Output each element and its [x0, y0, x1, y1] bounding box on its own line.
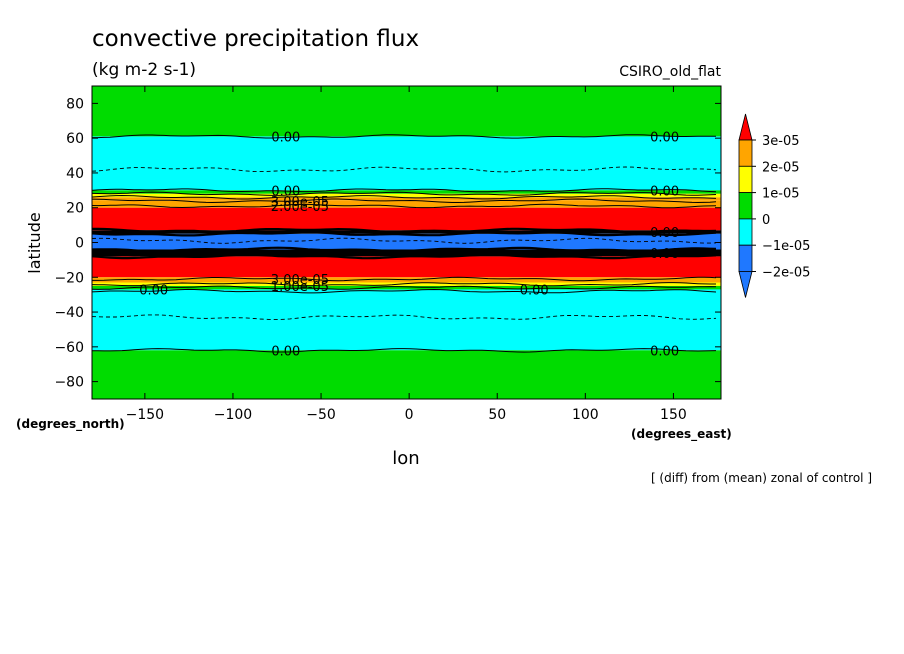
contour-solid — [92, 191, 717, 196]
footnote: [ (diff) from (mean) zonal of control ] — [651, 471, 872, 485]
x-units-label: (degrees_east) — [631, 427, 732, 442]
latitude-band — [92, 200, 721, 208]
colorbar-arrow-top — [738, 113, 753, 141]
latitude-band — [92, 136, 721, 191]
contour-solid — [92, 276, 717, 282]
contour-label: 0.00 — [650, 247, 679, 262]
colorbar-tick-label: −1e-05 — [762, 239, 810, 254]
x-tick-label: 0 — [405, 407, 414, 423]
colorbar: 3e-05 2e-05 1e-05 0 −1e-05 −2e-05 — [738, 113, 810, 298]
colorbar-tick-label: 2e-05 — [762, 160, 800, 175]
latitude-band — [92, 86, 721, 137]
contour-label: 0.00 — [271, 344, 300, 359]
latitude-band — [92, 233, 721, 250]
x-tick-label: −150 — [126, 407, 164, 423]
x-tick-label: 150 — [660, 407, 687, 423]
y-units-label: (degrees_north) — [16, 417, 125, 432]
colorbar-arrow-bottom — [738, 271, 753, 298]
colorbar-tick-label: 3e-05 — [762, 134, 800, 149]
y-axis-label: latitude — [25, 212, 44, 273]
x-tick-label: 100 — [572, 407, 599, 423]
y-tick-label: 40 — [66, 166, 84, 182]
colorbar-box — [738, 218, 753, 246]
y-axis-ticks: −80 −60 −40 −20 0 20 40 60 80 — [54, 96, 721, 391]
x-tick-label: −100 — [214, 407, 252, 423]
latitude-bands — [92, 86, 721, 399]
model-label: CSIRO_old_flat — [619, 64, 721, 80]
contour-label: 3.00e-05 — [271, 273, 329, 288]
contour-solid — [92, 198, 717, 204]
contour-solid — [92, 203, 717, 209]
colorbar-box — [738, 139, 753, 167]
latitude-band — [92, 350, 721, 399]
contour-solid — [92, 227, 717, 233]
colorbar-box — [738, 192, 753, 220]
contour-solid — [92, 253, 717, 260]
latitude-band — [92, 207, 721, 231]
contour-dashed — [92, 166, 717, 173]
chart-title: convective precipitation flux — [92, 26, 419, 52]
y-tick-label: −60 — [54, 340, 84, 356]
contour-solid — [92, 285, 717, 290]
contour-label: 0.00 — [650, 130, 679, 145]
latitude-band — [92, 256, 721, 278]
y-tick-label: 80 — [66, 96, 84, 112]
contour-label: 3.00e-05 — [271, 195, 329, 210]
contour-solid — [92, 348, 717, 353]
contour-label: 0.00 — [650, 226, 679, 241]
colorbar-box — [738, 165, 753, 194]
contour-solid — [92, 134, 717, 139]
contour-solid — [92, 246, 717, 253]
contour-solid — [92, 231, 717, 237]
contour-label: 0.00 — [271, 130, 300, 145]
y-tick-label: 20 — [66, 201, 84, 217]
colorbar-tick-label: −2e-05 — [762, 266, 810, 281]
colorbar-box — [738, 244, 753, 272]
contour-solid — [92, 288, 717, 294]
x-tick-label: 50 — [488, 407, 506, 423]
y-tick-label: −80 — [54, 375, 84, 391]
contour-solid — [92, 194, 717, 200]
contour-dashed — [92, 237, 717, 244]
chart-subtitle: (kg m-2 s-1) — [92, 60, 196, 80]
contour-dashed — [92, 314, 717, 321]
contour-label: 0.00 — [139, 283, 168, 298]
latitude-band — [92, 282, 721, 286]
latitude-band — [92, 193, 721, 198]
contour-label: 1.00e-05 — [271, 280, 329, 295]
contour-label: 0.00 — [650, 184, 679, 199]
contour-label: 0.00 — [650, 344, 679, 359]
latitude-band — [92, 197, 721, 201]
contour-labels: 0.000.000.000.000.000.000.000.003.00e-05… — [139, 130, 679, 359]
latitude-band — [92, 285, 721, 290]
y-tick-label: −20 — [54, 270, 84, 286]
latitude-band — [92, 249, 721, 257]
contour-solid — [92, 188, 717, 193]
latitude-band — [92, 289, 721, 351]
contour-label: 0.00 — [271, 184, 300, 199]
colorbar-tick-label: 0 — [762, 213, 770, 228]
contour-label: 2.00e-05 — [271, 200, 329, 215]
x-axis-label: lon — [392, 448, 419, 469]
x-tick-label: −50 — [306, 407, 336, 423]
x-axis-ticks: −150 −100 −50 0 50 100 150 — [126, 86, 687, 423]
y-tick-label: 0 — [75, 236, 84, 252]
contour-solid — [92, 282, 716, 287]
y-tick-label: −40 — [54, 305, 84, 321]
y-tick-label: 60 — [66, 131, 84, 147]
contour-lines — [92, 134, 717, 353]
contour-label: 0.00 — [520, 283, 549, 298]
colorbar-tick-label: 1e-05 — [762, 187, 800, 202]
